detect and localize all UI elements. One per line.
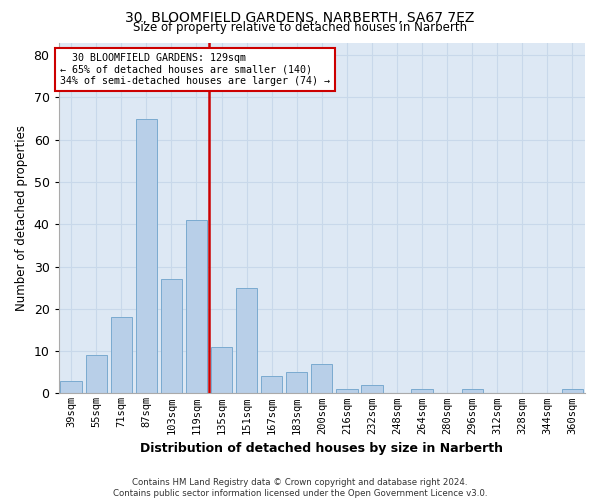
Bar	[161, 279, 182, 394]
Text: Contains HM Land Registry data © Crown copyright and database right 2024.
Contai: Contains HM Land Registry data © Crown c…	[113, 478, 487, 498]
Bar	[186, 220, 207, 394]
Bar	[311, 364, 332, 394]
Text: Size of property relative to detached houses in Narberth: Size of property relative to detached ho…	[133, 22, 467, 35]
Bar	[562, 389, 583, 394]
Bar	[110, 318, 132, 394]
Bar	[412, 389, 433, 394]
Bar	[461, 389, 483, 394]
Bar	[261, 376, 283, 394]
Text: 30 BLOOMFIELD GARDENS: 129sqm
← 65% of detached houses are smaller (140)
34% of : 30 BLOOMFIELD GARDENS: 129sqm ← 65% of d…	[60, 53, 330, 86]
Y-axis label: Number of detached properties: Number of detached properties	[15, 125, 28, 311]
Text: 30, BLOOMFIELD GARDENS, NARBERTH, SA67 7EZ: 30, BLOOMFIELD GARDENS, NARBERTH, SA67 7…	[125, 11, 475, 25]
Bar	[136, 118, 157, 394]
Bar	[86, 356, 107, 394]
X-axis label: Distribution of detached houses by size in Narberth: Distribution of detached houses by size …	[140, 442, 503, 455]
Bar	[286, 372, 307, 394]
Bar	[361, 385, 383, 394]
Bar	[236, 288, 257, 394]
Bar	[61, 380, 82, 394]
Bar	[211, 347, 232, 394]
Bar	[336, 389, 358, 394]
